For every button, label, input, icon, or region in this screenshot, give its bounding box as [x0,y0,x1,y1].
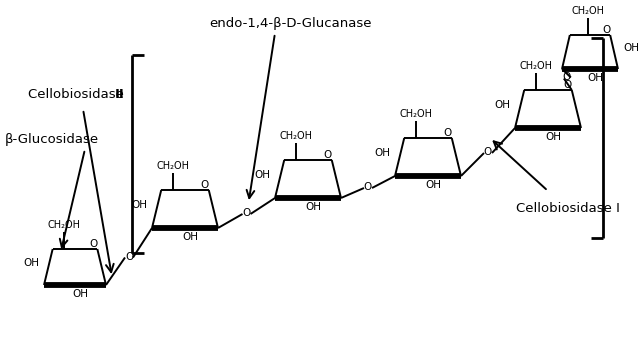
Text: O: O [484,147,492,157]
Text: OH: OH [131,200,147,210]
Text: CH₂OH: CH₂OH [572,6,605,16]
Text: β-Glucosidase: β-Glucosidase [5,132,99,146]
Text: O: O [125,251,133,261]
Text: OH: OH [587,73,603,83]
Text: O: O [563,71,571,81]
Text: CH₂OH: CH₂OH [399,109,433,119]
Text: OH: OH [23,258,39,268]
Text: OH: OH [305,202,321,212]
Text: O: O [603,25,611,35]
Text: OH: OH [545,132,561,142]
Text: O: O [564,80,572,90]
Text: OH: OH [623,43,639,53]
Text: CH₂OH: CH₂OH [157,161,189,171]
Text: II: II [115,89,125,101]
Text: O: O [444,128,452,138]
Text: CH₂OH: CH₂OH [520,61,552,71]
Text: OH: OH [182,232,198,242]
Text: OH: OH [425,180,441,190]
Text: O: O [324,150,332,160]
Text: Cellobiosidase I: Cellobiosidase I [516,202,620,216]
Text: O: O [90,239,98,249]
Text: Cellobiosidase: Cellobiosidase [28,89,128,101]
Text: O: O [201,180,209,190]
Text: O: O [243,208,251,218]
Text: OH: OH [374,148,390,158]
Text: O: O [364,182,372,192]
Text: CH₂OH: CH₂OH [47,220,81,230]
Text: OH: OH [72,289,88,299]
Text: CH₂OH: CH₂OH [280,131,312,141]
Text: OH: OH [254,170,270,180]
Text: endo-1,4-β-D-Glucanase: endo-1,4-β-D-Glucanase [209,17,371,30]
Text: OH: OH [494,100,510,110]
